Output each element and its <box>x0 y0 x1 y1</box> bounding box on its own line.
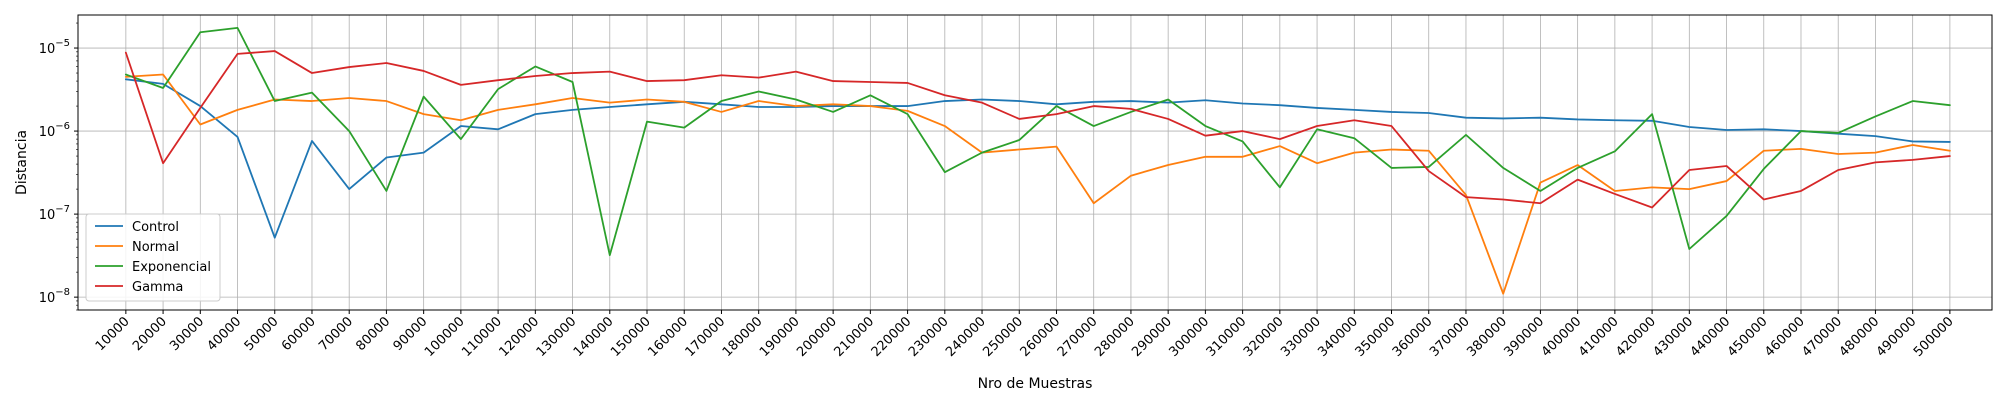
y-tick-label: 10−5 <box>39 38 70 57</box>
x-tick-label: 200000 <box>794 314 840 360</box>
x-tick-label: 370000 <box>1427 314 1473 360</box>
x-tick-label: 30000 <box>167 314 207 354</box>
plot-frame <box>77 14 1993 311</box>
y-tick-label: 10−6 <box>39 121 70 140</box>
y-tick-label-base: 10 <box>39 291 56 306</box>
y-tick-label-exponent: −6 <box>55 121 70 132</box>
y-tick-label: 10−8 <box>39 287 70 306</box>
x-tick-label: 330000 <box>1278 314 1324 360</box>
y-axis: 10−810−710−610−5 <box>39 22 78 311</box>
x-tick-label: 350000 <box>1353 314 1399 360</box>
x-tick-label: 110000 <box>459 314 505 360</box>
x-tick-label: 250000 <box>980 314 1026 360</box>
x-tick-label: 160000 <box>645 314 691 360</box>
x-tick-label: 70000 <box>316 314 356 354</box>
x-tick-label: 400000 <box>1539 314 1585 360</box>
x-tick-label: 440000 <box>1688 314 1734 360</box>
legend-label-normal: Normal <box>132 240 179 255</box>
x-tick-label: 190000 <box>757 314 803 360</box>
x-tick-label: 220000 <box>869 314 915 360</box>
y-tick-label-exponent: −8 <box>55 287 70 298</box>
legend-label-control: Control <box>132 220 179 235</box>
x-tick-label: 100000 <box>422 314 468 360</box>
x-tick-label: 230000 <box>906 314 952 360</box>
x-tick-label: 310000 <box>1204 314 1250 360</box>
y-tick-label-base: 10 <box>39 208 56 223</box>
grid <box>78 15 1992 310</box>
x-tick-label: 480000 <box>1837 314 1883 360</box>
x-axis-label: Nro de Muestras <box>978 376 1093 392</box>
x-tick-label: 20000 <box>130 314 170 354</box>
x-tick-label: 300000 <box>1167 314 1213 360</box>
y-tick-label: 10−7 <box>39 204 70 223</box>
x-tick-label: 270000 <box>1055 314 1101 360</box>
x-tick-label: 490000 <box>1874 314 1920 360</box>
legend-label-exponencial: Exponencial <box>132 260 211 275</box>
x-tick-label: 130000 <box>534 314 580 360</box>
x-tick-label: 420000 <box>1613 314 1659 360</box>
y-tick-label-base: 10 <box>39 125 56 140</box>
legend-label-gamma: Gamma <box>132 280 183 295</box>
x-tick-label: 500000 <box>1911 314 1957 360</box>
legend-box <box>85 213 221 302</box>
series-layer <box>124 26 1951 295</box>
x-tick-label: 240000 <box>943 314 989 360</box>
x-tick-label: 60000 <box>279 314 319 354</box>
x-tick-label: 150000 <box>608 314 654 360</box>
x-tick-label: 320000 <box>1241 314 1287 360</box>
x-tick-label: 290000 <box>1129 314 1175 360</box>
x-tick-label: 390000 <box>1502 314 1548 360</box>
x-tick-label: 260000 <box>1018 314 1064 360</box>
x-tick-label: 170000 <box>683 314 729 360</box>
x-tick-label: 10000 <box>93 314 133 354</box>
series-line-gamma <box>124 50 1951 209</box>
legend: Control Normal Exponencial Gamma <box>85 213 221 302</box>
y-tick-label-exponent: −5 <box>55 38 70 49</box>
x-axis: 1000020000300004000050000600007000080000… <box>93 310 1957 360</box>
x-tick-label: 430000 <box>1650 314 1696 360</box>
x-tick-label: 380000 <box>1464 314 1510 360</box>
x-tick-label: 120000 <box>496 314 542 360</box>
series-line-exponencial <box>124 26 1951 257</box>
x-tick-label: 470000 <box>1799 314 1845 360</box>
y-tick-label-base: 10 <box>39 42 56 57</box>
x-tick-label: 360000 <box>1390 314 1436 360</box>
x-tick-label: 210000 <box>831 314 877 360</box>
x-tick-label: 450000 <box>1725 314 1771 360</box>
y-axis-label: Distancia <box>14 130 30 195</box>
x-tick-label: 140000 <box>571 314 617 360</box>
x-tick-label: 280000 <box>1092 314 1138 360</box>
x-tick-label: 410000 <box>1576 314 1622 360</box>
x-tick-label: 50000 <box>242 314 282 354</box>
y-tick-label-exponent: −7 <box>55 204 70 215</box>
x-tick-label: 180000 <box>720 314 766 360</box>
x-tick-label: 40000 <box>205 314 245 354</box>
series-line-normal <box>124 73 1951 295</box>
x-tick-label: 460000 <box>1762 314 1808 360</box>
x-tick-label: 80000 <box>353 314 393 354</box>
x-tick-label: 340000 <box>1315 314 1361 360</box>
